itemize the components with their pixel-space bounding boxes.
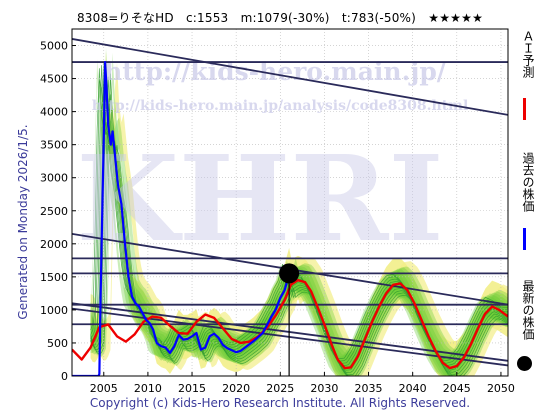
x-tick-label: 2005	[90, 382, 118, 395]
band-green	[90, 69, 508, 376]
y-tick-label: 3000	[40, 172, 68, 185]
y-tick-label: 5000	[40, 40, 68, 53]
watermark-big: KHRI	[76, 129, 443, 268]
band-green	[90, 47, 508, 376]
band-yellow	[90, 62, 508, 376]
y-tick-label: 0	[61, 370, 68, 383]
y-tick-label: 1500	[40, 271, 68, 284]
legend-ai-forecast-swatch	[523, 98, 526, 120]
x-tick-label: 2010	[134, 382, 162, 395]
series-past-price	[72, 60, 291, 376]
legend-ai-forecast: ＡＩ予測	[514, 30, 535, 120]
x-tick-label: 2030	[310, 382, 338, 395]
x-tick-label: 2020	[222, 382, 250, 395]
legend-latest-price: 最新の株価	[514, 280, 535, 371]
trend-line	[72, 38, 508, 116]
band-green	[90, 75, 508, 376]
y-tick-label: 2500	[40, 205, 68, 218]
legend-past-price-label: 過去の株価	[521, 152, 535, 212]
x-tick-label: 2040	[399, 382, 427, 395]
x-tick-label: 2035	[355, 382, 383, 395]
x-tick-label: 2015	[178, 382, 206, 395]
series-ai-forecast	[72, 278, 508, 370]
y-tick-label: 500	[47, 337, 68, 350]
legend-past-price-swatch	[523, 228, 526, 250]
y-tick-label: 2000	[40, 238, 68, 251]
y-tick-label: 1000	[40, 304, 68, 317]
legend-past-price: 過去の株価	[514, 152, 535, 250]
watermark-url2: http://kids-hero.main.jp/analysis/code83…	[92, 98, 469, 114]
y-tick-label: 4000	[40, 106, 68, 119]
y-tick-label: 4500	[40, 73, 68, 86]
x-tick-label: 2025	[266, 382, 294, 395]
chart-title: 8308=りそなHD c:1553 m:1079(-30%) t:783(-50…	[76, 11, 484, 25]
band-green	[90, 59, 508, 376]
latest-price-marker	[279, 263, 300, 284]
legend-latest-price-label: 最新の株価	[521, 280, 535, 340]
legend-ai-forecast-label: ＡＩ予測	[521, 30, 535, 78]
copyright: Copyright (c) Kids-Hero Research Institu…	[89, 396, 471, 410]
band-green	[90, 64, 508, 376]
generated-date: Generated on Monday 2026/1/5.	[16, 124, 30, 320]
legend-latest-price-marker	[517, 356, 532, 371]
x-tick-label: 2050	[487, 382, 515, 395]
y-tick-label: 3500	[40, 139, 68, 152]
x-tick-label: 2045	[443, 382, 471, 395]
